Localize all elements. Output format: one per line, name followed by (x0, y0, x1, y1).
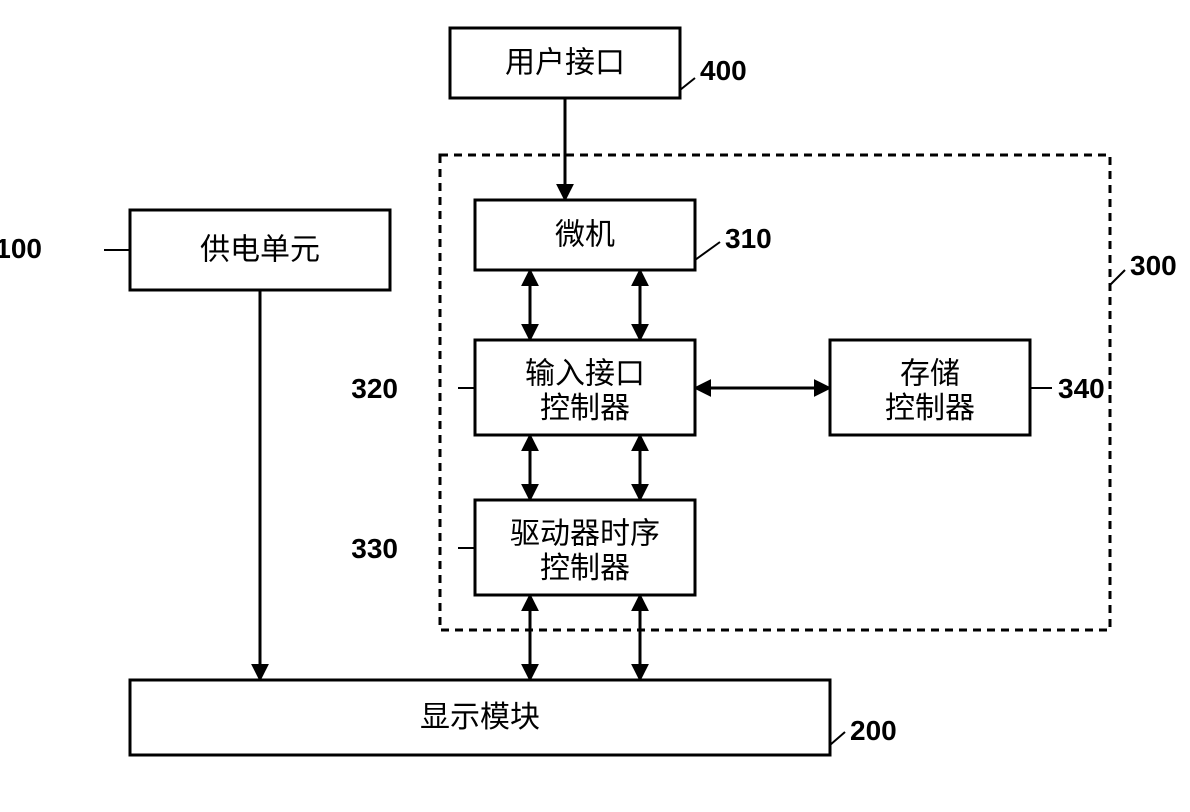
ref-400: 400 (700, 55, 747, 86)
user_interface-label: 用户接口 (505, 47, 625, 80)
display-label: 显示模块 (420, 701, 540, 734)
ref-320: 320 (351, 373, 398, 404)
input_ctrl-label1: 输入接口 (525, 358, 645, 391)
ref-300: 300 (1130, 250, 1177, 281)
storage_ctrl-label1: 存储 (900, 358, 960, 391)
micro-label: 微机 (555, 219, 615, 252)
ref-340: 340 (1058, 373, 1105, 404)
ref-200: 200 (850, 715, 897, 746)
driver_ctrl-label2: 控制器 (540, 552, 630, 585)
driver_ctrl-label1: 驱动器时序 (510, 518, 660, 551)
input_ctrl-label2: 控制器 (540, 392, 630, 425)
block-diagram: 300用户接口400供电单元100微机310输入接口控制器320存储控制器340… (0, 0, 1190, 812)
ref-330: 330 (351, 533, 398, 564)
storage_ctrl-label2: 控制器 (885, 392, 975, 425)
power_supply-label: 供电单元 (200, 234, 320, 267)
ref-100: 100 (0, 233, 42, 264)
ref-310: 310 (725, 223, 772, 254)
